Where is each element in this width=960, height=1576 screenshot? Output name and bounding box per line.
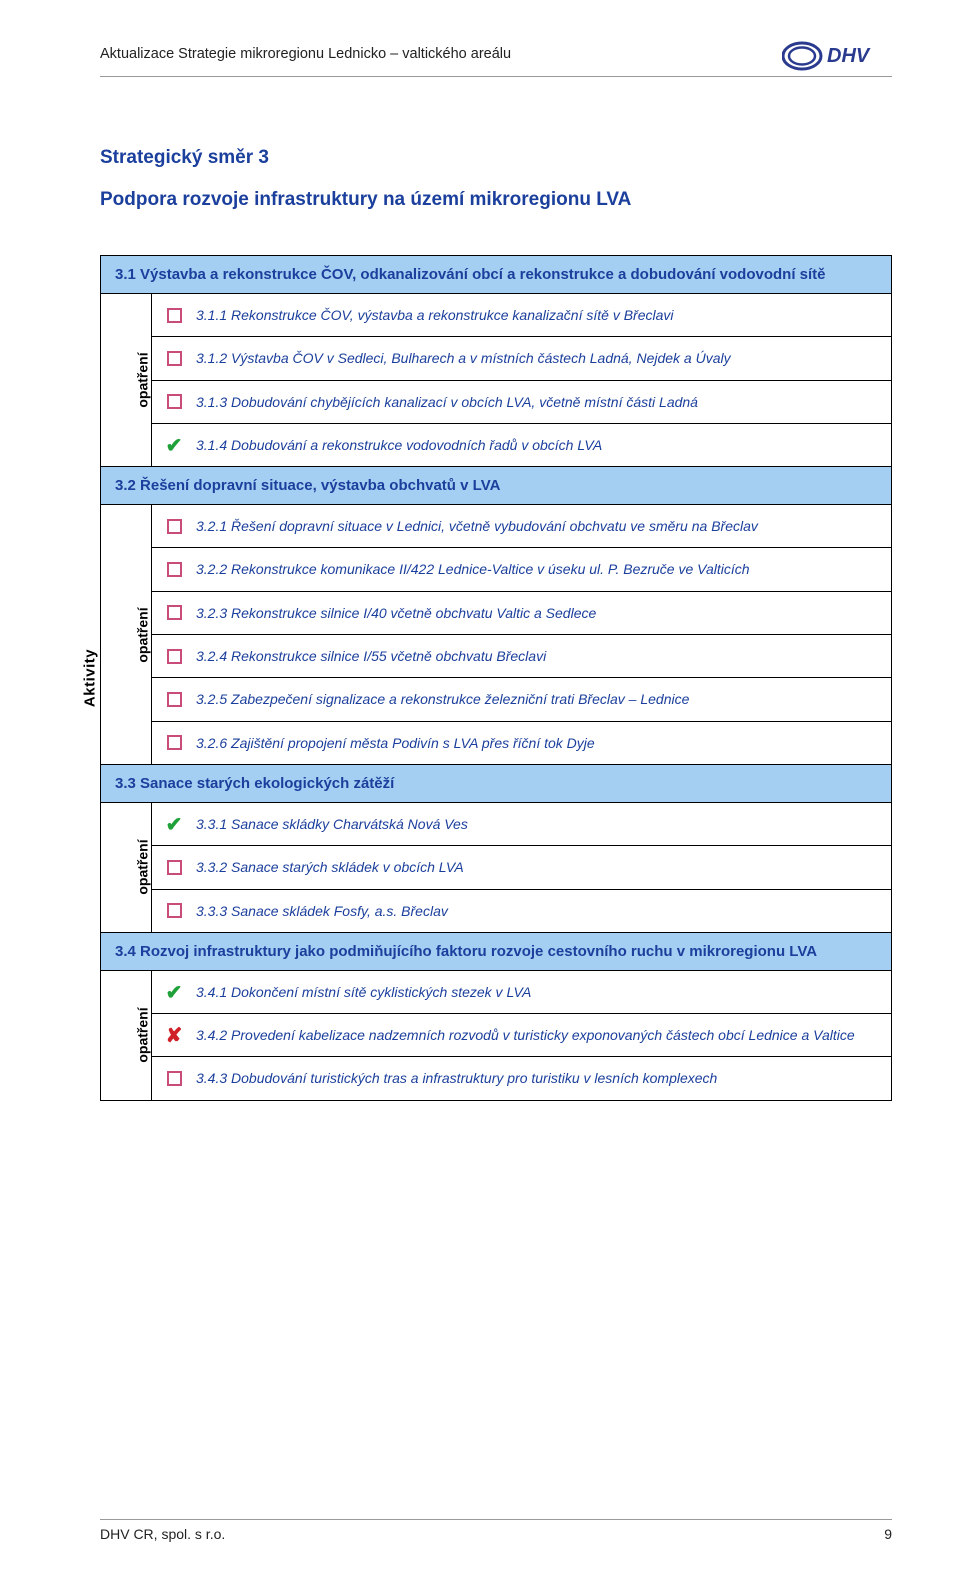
checkbox-icon bbox=[167, 308, 182, 323]
measure-text: 3.2.4 Rekonstrukce silnice I/55 včetně o… bbox=[196, 635, 891, 677]
measure-text: 3.2.2 Rekonstrukce komunikace II/422 Led… bbox=[196, 548, 891, 590]
checkbox-icon bbox=[167, 605, 182, 620]
measure-row: ✔ 3.4.1 Dokončení místní sítě cyklistický… bbox=[152, 971, 891, 1014]
measure-row: 3.2.5 Zabezpečení signalizace a rekonstr… bbox=[152, 678, 891, 721]
measure-text: 3.3.2 Sanace starých skládek v obcích LV… bbox=[196, 846, 891, 888]
measure-block: opatření ✔ 3.4.1 Dokončení místní sítě cyk… bbox=[101, 971, 891, 1100]
measure-text: 3.1.3 Dobudování chybějících kanalizací … bbox=[196, 381, 891, 423]
measure-row: 3.2.2 Rekonstrukce komunikace II/422 Led… bbox=[152, 548, 891, 591]
measure-row: 3.3.3 Sanace skládek Fosfy, a.s. Břeclav bbox=[152, 890, 891, 932]
measure-row: 3.2.3 Rekonstrukce silnice I/40 včetně o… bbox=[152, 592, 891, 635]
measure-icon-cell: ✔ bbox=[152, 803, 196, 845]
measure-row: 3.1.2 Výstavba ČOV v Sedleci, Bulharech … bbox=[152, 337, 891, 380]
measure-row: ✔ 3.1.4 Dobudování a rekonstrukce vodovod… bbox=[152, 424, 891, 466]
checkbox-icon bbox=[167, 351, 182, 366]
opatreni-label: opatření bbox=[135, 1008, 151, 1063]
activities-frame: Aktivity 3.1 Výstavba a rekonstrukce ČOV… bbox=[100, 255, 892, 1101]
measure-text: 3.2.6 Zajištění propojení města Podivín … bbox=[196, 722, 891, 764]
measure-row: 3.2.6 Zajištění propojení města Podivín … bbox=[152, 722, 891, 764]
cross-icon: ✘ bbox=[166, 1023, 183, 1048]
group-title: 3.2 Řešení dopravní situace, výstavba ob… bbox=[101, 466, 891, 505]
measure-icon-cell bbox=[152, 337, 196, 379]
measure-text: 3.1.1 Rekonstrukce ČOV, výstavba a rekon… bbox=[196, 294, 891, 336]
opatreni-label: opatření bbox=[135, 607, 151, 662]
checkbox-icon bbox=[167, 519, 182, 534]
measure-text: 3.2.1 Řešení dopravní situace v Lednici,… bbox=[196, 505, 891, 547]
measure-row: 3.2.4 Rekonstrukce silnice I/55 včetně o… bbox=[152, 635, 891, 678]
measure-text: 3.4.2 Provedení kabelizace nadzemních ro… bbox=[196, 1014, 891, 1056]
measure-block: opatření 3.1.1 Rekonstrukce ČOV, výstavba… bbox=[101, 294, 891, 466]
section-subheading: Podpora rozvoje infrastruktury na území … bbox=[100, 189, 892, 211]
footer-company: DHV CR, spol. s r.o. bbox=[100, 1526, 225, 1542]
checkmark-icon: ✔ bbox=[166, 433, 183, 458]
measure-text: 3.4.3 Dobudování turistických tras a inf… bbox=[196, 1057, 891, 1099]
footer-page-number: 9 bbox=[884, 1526, 892, 1542]
dhv-logo-icon: DHV bbox=[782, 40, 892, 72]
measure-row: ✔ 3.3.1 Sanace skládky Charvátská Nová Ve… bbox=[152, 803, 891, 846]
measure-row: 3.3.2 Sanace starých skládek v obcích LV… bbox=[152, 846, 891, 889]
measure-icon-cell: ✘ bbox=[152, 1014, 196, 1056]
measure-icon-cell bbox=[152, 635, 196, 677]
opatreni-label: opatření bbox=[135, 840, 151, 895]
group-title: 3.1 Výstavba a rekonstrukce ČOV, odkanal… bbox=[101, 256, 891, 294]
measure-icon-cell: ✔ bbox=[152, 971, 196, 1013]
section-heading: Strategický směr 3 bbox=[100, 147, 892, 169]
document-footer: DHV CR, spol. s r.o. 9 bbox=[100, 1519, 892, 1542]
checkbox-icon bbox=[167, 1071, 182, 1086]
measure-icon-cell bbox=[152, 890, 196, 932]
measure-row: ✘ 3.4.2 Provedení kabelizace nadzemních r… bbox=[152, 1014, 891, 1057]
measure-icon-cell bbox=[152, 505, 196, 547]
measure-icon-cell bbox=[152, 722, 196, 764]
header-title: Aktualizace Strategie mikroregionu Ledni… bbox=[100, 40, 511, 62]
measure-icon-cell bbox=[152, 592, 196, 634]
svg-text:DHV: DHV bbox=[827, 45, 871, 67]
measure-row: 3.1.3 Dobudování chybějících kanalizací … bbox=[152, 381, 891, 424]
checkmark-icon: ✔ bbox=[166, 812, 183, 837]
measure-icon-cell bbox=[152, 548, 196, 590]
measure-icon-cell bbox=[152, 678, 196, 720]
measure-block: opatření ✔ 3.3.1 Sanace skládky Charvátská… bbox=[101, 803, 891, 932]
measure-icon-cell: ✔ bbox=[152, 424, 196, 466]
measure-text: 3.4.1 Dokončení místní sítě cyklistickýc… bbox=[196, 971, 891, 1013]
measure-text: 3.1.2 Výstavba ČOV v Sedleci, Bulharech … bbox=[196, 337, 891, 379]
measure-block: opatření 3.2.1 Řešení dopravní situace v … bbox=[101, 505, 891, 764]
checkbox-icon bbox=[167, 860, 182, 875]
group-title: 3.4 Rozvoj infrastruktury jako podmiňují… bbox=[101, 932, 891, 971]
measure-text: 3.3.3 Sanace skládek Fosfy, a.s. Břeclav bbox=[196, 890, 891, 932]
checkbox-icon bbox=[167, 735, 182, 750]
measure-icon-cell bbox=[152, 846, 196, 888]
measure-icon-cell bbox=[152, 381, 196, 423]
opatreni-label: opatření bbox=[135, 352, 151, 407]
measure-row: 3.1.1 Rekonstrukce ČOV, výstavba a rekon… bbox=[152, 294, 891, 337]
checkbox-icon bbox=[167, 649, 182, 664]
measure-icon-cell bbox=[152, 294, 196, 336]
group-title: 3.3 Sanace starých ekologických zátěží bbox=[101, 764, 891, 803]
measure-row: 3.2.1 Řešení dopravní situace v Lednici,… bbox=[152, 505, 891, 548]
measure-icon-cell bbox=[152, 1057, 196, 1099]
checkbox-icon bbox=[167, 692, 182, 707]
checkbox-icon bbox=[167, 562, 182, 577]
measure-text: 3.3.1 Sanace skládky Charvátská Nová Ves bbox=[196, 803, 891, 845]
checkbox-icon bbox=[167, 394, 182, 409]
measure-text: 3.2.5 Zabezpečení signalizace a rekonstr… bbox=[196, 678, 891, 720]
aktivity-label: Aktivity bbox=[82, 649, 99, 707]
document-header: Aktualizace Strategie mikroregionu Ledni… bbox=[100, 40, 892, 77]
measure-text: 3.1.4 Dobudování a rekonstrukce vodovodn… bbox=[196, 424, 891, 466]
checkmark-icon: ✔ bbox=[166, 980, 183, 1005]
checkbox-icon bbox=[167, 903, 182, 918]
measure-text: 3.2.3 Rekonstrukce silnice I/40 včetně o… bbox=[196, 592, 891, 634]
measure-row: 3.4.3 Dobudování turistických tras a inf… bbox=[152, 1057, 891, 1099]
